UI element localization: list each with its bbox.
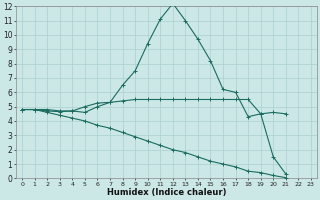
X-axis label: Humidex (Indice chaleur): Humidex (Indice chaleur) bbox=[107, 188, 226, 197]
